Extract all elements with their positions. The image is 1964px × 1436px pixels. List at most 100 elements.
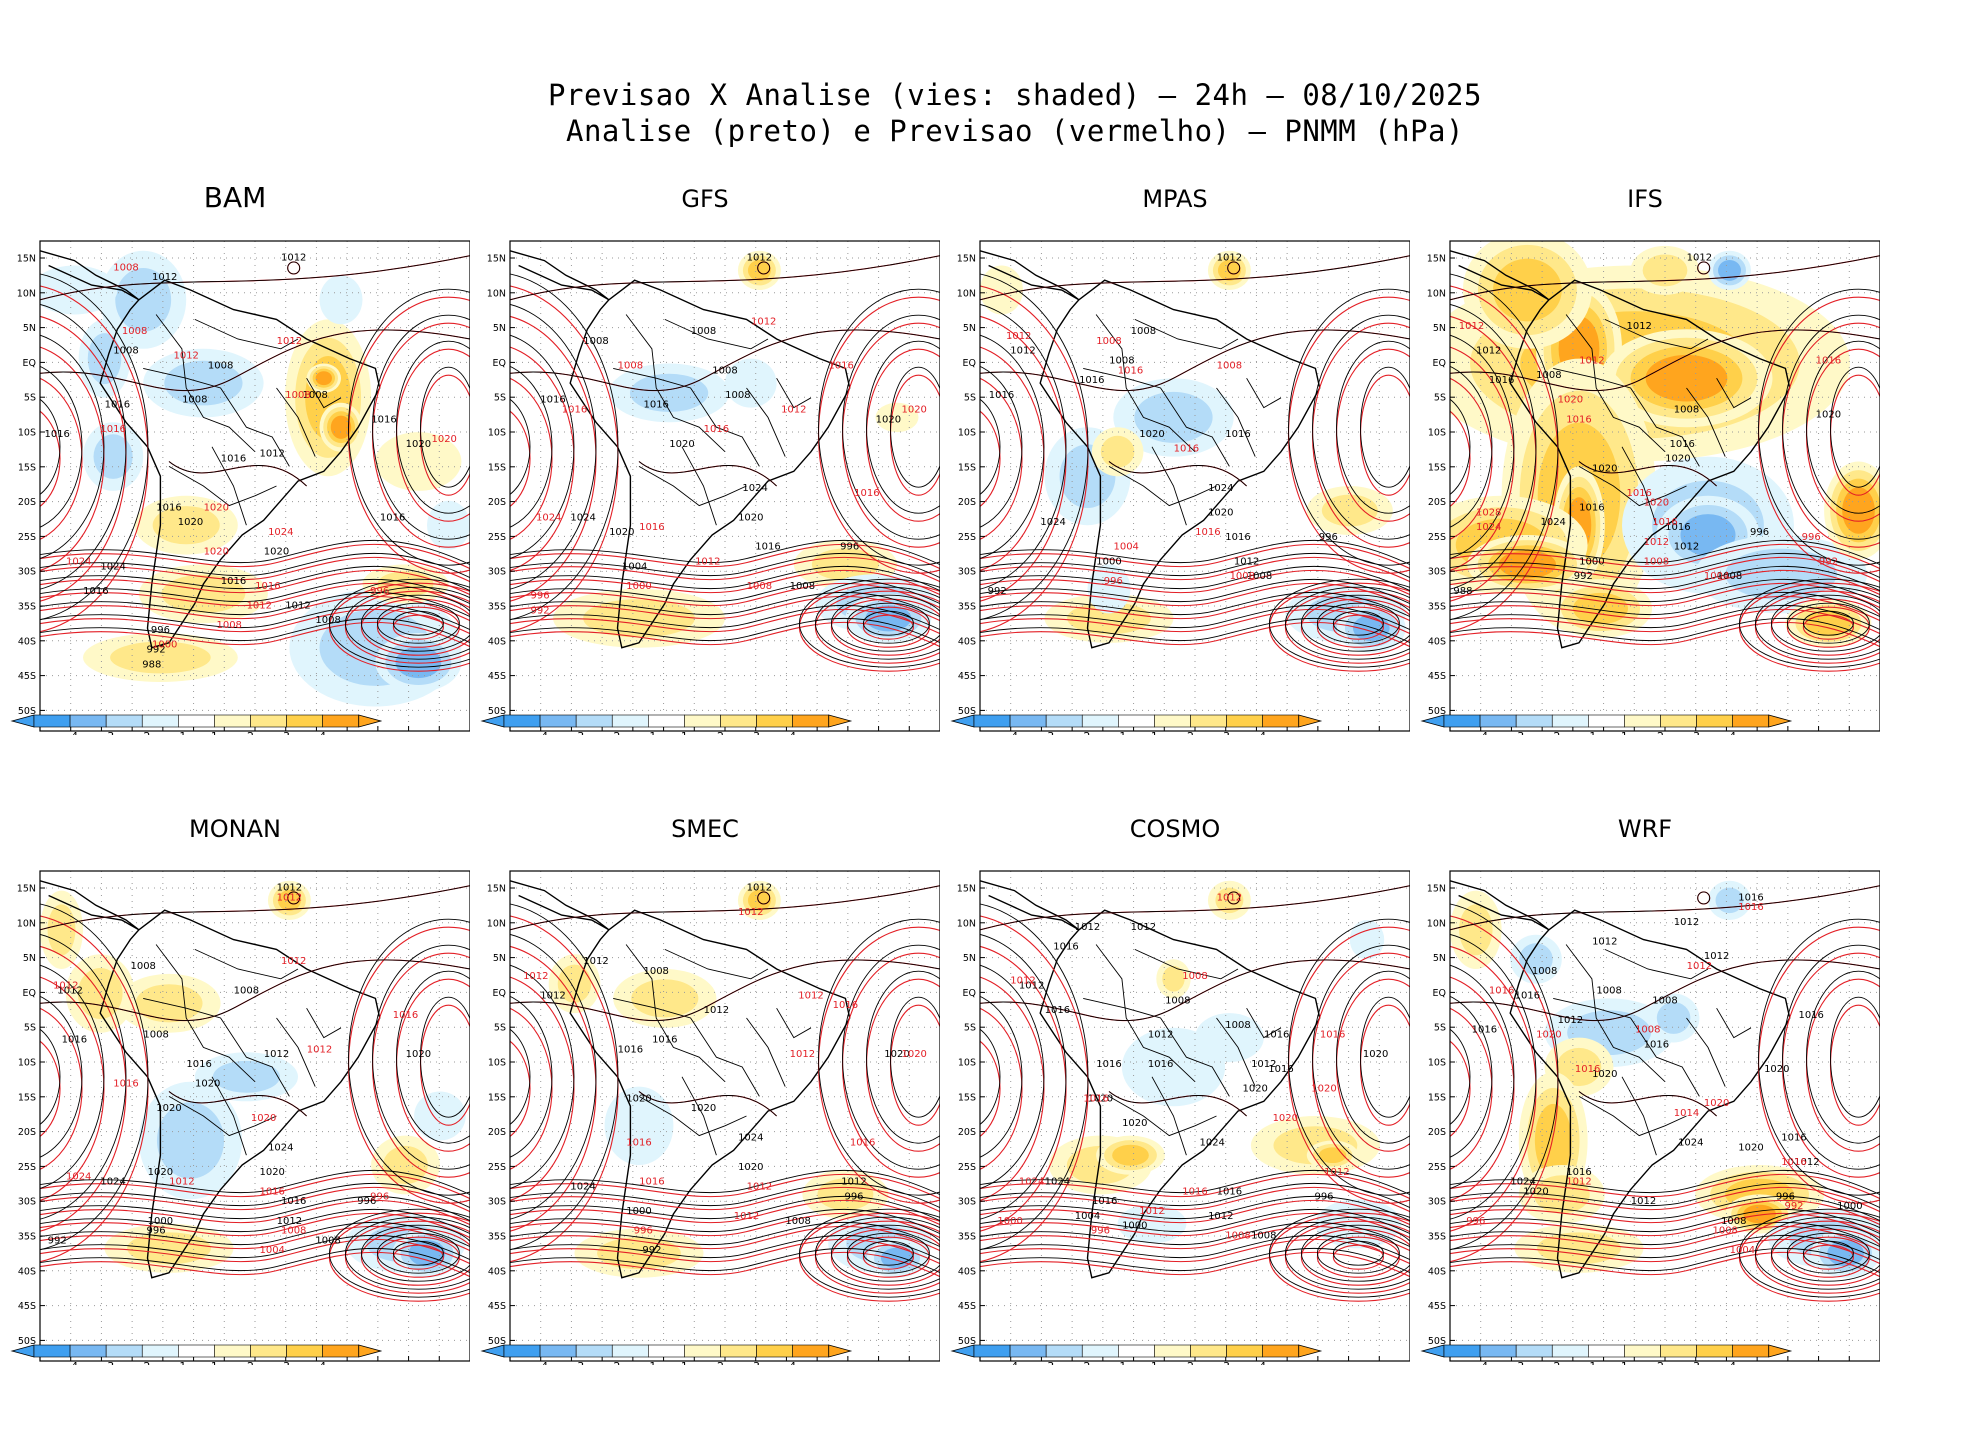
bias-blob (811, 548, 879, 581)
colorbar-segment (250, 1344, 287, 1358)
colorbar-segment (1732, 1344, 1770, 1358)
analysis-label: 992 (1574, 571, 1593, 582)
colorbar-label: −1 (640, 1360, 656, 1365)
lat-tick-label: 10N (957, 918, 976, 929)
lat-tick-label: 30S (958, 1197, 976, 1208)
colorbar-end-right (828, 1344, 853, 1358)
bias-blob (408, 1240, 446, 1267)
forecast-label: 1008 (1182, 971, 1207, 982)
lat-tick-label: 15S (1428, 462, 1446, 473)
analysis-label: 1008 (725, 390, 750, 401)
forecast-label: 1016 (259, 1186, 284, 1197)
analysis-label: 1008 (1532, 966, 1557, 977)
colorbar-segment (33, 714, 71, 728)
analysis-label: 1012 (264, 1049, 289, 1060)
axis-labels: 15N 10N 5N EQ 5S 10S 15S 20S 25S 30S 35S 40S 45S 50S 9… (957, 254, 1410, 731)
lat-tick-label: 5N (493, 323, 506, 334)
colorbar-label: 1 (1151, 1360, 1158, 1365)
forecast-label: 1012 (1010, 976, 1035, 987)
bias-blob (1743, 1204, 1776, 1224)
bias-blob (1642, 254, 1688, 287)
analysis-label: 1024 (570, 512, 595, 523)
lat-tick-label: 15S (18, 1092, 36, 1103)
colorbar-label: 1 (681, 730, 688, 735)
lat-tick-label: EQ (1433, 358, 1446, 369)
analysis-label: 1016 (1665, 522, 1690, 533)
forecast-label: 1016 (1816, 356, 1841, 367)
analysis-label: 1004 (1075, 1211, 1100, 1222)
country-border (1565, 944, 1666, 1083)
analysis-label: 1012 (1674, 917, 1699, 928)
analysis-label: 1012 (277, 1216, 302, 1227)
forecast-label: 1012 (734, 1211, 759, 1222)
forecast-label: 992 (1784, 1201, 1803, 1212)
forecast-label: 1008 (1644, 556, 1669, 567)
lat-tick-label: 35S (1428, 1232, 1446, 1243)
analysis-label: 988 (1453, 586, 1472, 597)
forecast-label: 996 (634, 1226, 653, 1237)
colorbar-segment (1696, 1344, 1733, 1358)
colorbar: −4 −3 −2 −1 1 2 3 4 (950, 714, 1323, 735)
forecast-label: 1008 (618, 360, 643, 371)
colorbar-label: −1 (170, 1360, 186, 1365)
bias-blob (1112, 1144, 1149, 1166)
analysis-label: 1020 (1363, 1049, 1388, 1060)
country-border (143, 367, 290, 467)
forecast-label: 1024 (536, 512, 561, 523)
country-border (1578, 1096, 1687, 1137)
forecast-label: 1000 (626, 581, 651, 592)
south-america-outline (1039, 279, 1321, 649)
country-border (1134, 948, 1239, 980)
colorbar-segment (1009, 1344, 1047, 1358)
colorbar-label: 1 (211, 1360, 218, 1365)
lat-tick-label: 45S (488, 671, 506, 682)
bias-blob (212, 1060, 280, 1093)
colorbar-segment (178, 714, 215, 728)
colorbar-label: −4 (532, 730, 548, 735)
forecast-label: 1020 (1644, 498, 1669, 509)
colorbar-segment (214, 714, 251, 728)
analysis-label: 1020 (1122, 1118, 1147, 1129)
lat-tick-label: 5N (963, 953, 976, 964)
forecast-label: 996 (1466, 1216, 1485, 1227)
colorbar-segment (1588, 714, 1625, 728)
forecast-label: 1016 (833, 1000, 858, 1011)
analysis-label: 1012 (281, 253, 306, 264)
colorbar-label: −3 (1038, 730, 1054, 735)
analysis-label: 1024 (1199, 1137, 1224, 1148)
analysis-label: 988 (142, 659, 161, 670)
bias-blob (597, 1237, 681, 1270)
lat-tick-label: 10N (1427, 918, 1446, 929)
analysis-label: 1008 (583, 336, 608, 347)
lat-tick-label: 40S (958, 1266, 976, 1277)
analysis-label: 1016 (186, 1059, 211, 1070)
panel-title: MPAS (1142, 185, 1208, 213)
analysis-label: 996 (1776, 1191, 1795, 1202)
colorbar-label: 2 (717, 1360, 724, 1365)
south-america-outline (569, 909, 851, 1279)
lat-tick-label: 50S (488, 706, 506, 717)
analysis-label: 1008 (130, 961, 155, 972)
lat-tick-label: 45S (958, 671, 976, 682)
map-figure: 1012100810121012101610081016102010201016… (1420, 240, 1880, 735)
lat-tick-label: 10S (18, 1058, 36, 1069)
lat-tick-label: 35S (488, 602, 506, 613)
analysis-label: 996 (844, 1191, 863, 1202)
bias-blob (725, 358, 777, 408)
forecast-label: 1012 (1324, 1167, 1349, 1178)
forecast-label: 1004 (1113, 542, 1138, 553)
colorbar-segment (792, 1344, 830, 1358)
analysis-label: 1012 (704, 1005, 729, 1016)
bias-blob (156, 1102, 225, 1179)
analysis-label: 1012 (747, 253, 772, 264)
axis-labels: 15N 10N 5N EQ 5S 10S 15S 20S 25S 30S 35S 40S 45S 50S 9… (17, 254, 470, 731)
country-border (276, 387, 316, 457)
country-border (746, 1017, 786, 1087)
forecast-label: 1008 (285, 390, 310, 401)
lat-tick-label: 5S (24, 393, 36, 404)
country-border (1083, 367, 1230, 467)
colorbar-segment (756, 714, 793, 728)
bias-blob (414, 1091, 466, 1141)
map-area: 1012100810081016100810081016102010201024… (487, 240, 940, 732)
